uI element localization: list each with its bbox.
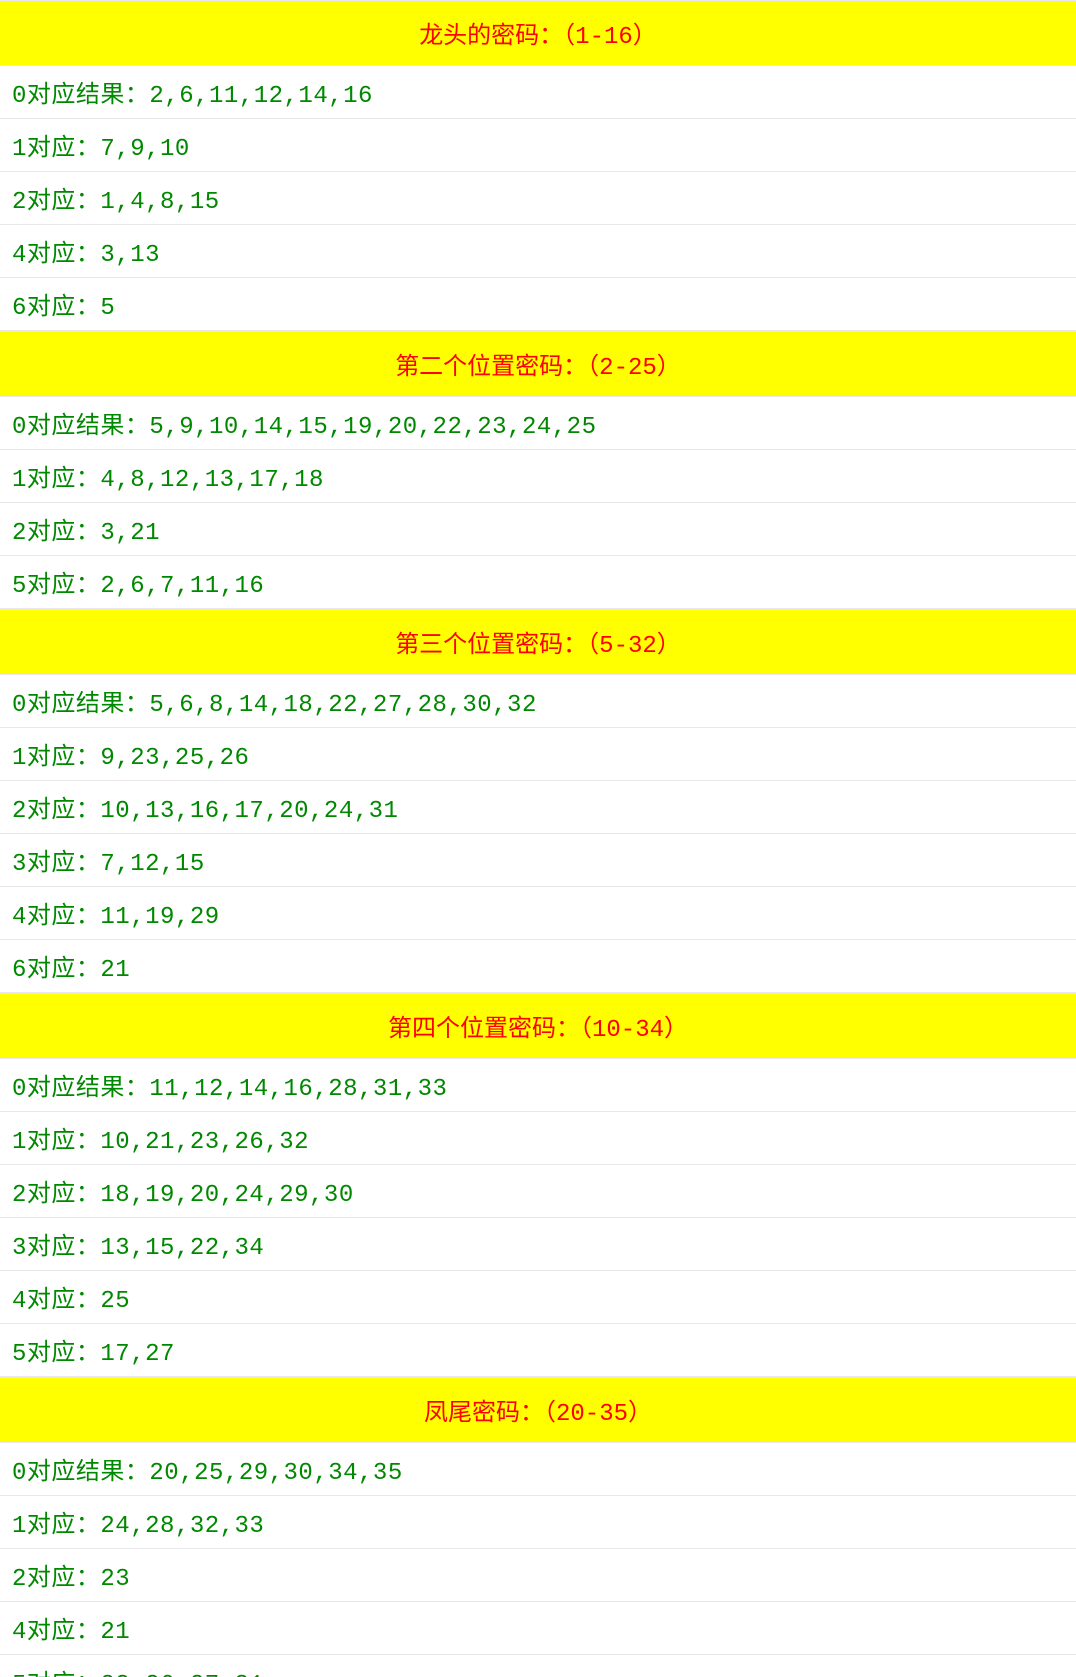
section-2: 第三个位置密码：（5-32）0对应结果：5,6,8,14,18,22,27,28…	[0, 609, 1076, 993]
data-row: 3对应：13,15,22,34	[0, 1218, 1076, 1271]
data-row: 3对应：7,12,15	[0, 834, 1076, 887]
data-row: 0对应结果：11,12,14,16,28,31,33	[0, 1059, 1076, 1112]
data-row: 4对应：11,19,29	[0, 887, 1076, 940]
data-row: 0对应结果：20,25,29,30,34,35	[0, 1443, 1076, 1496]
section-3: 第四个位置密码：（10-34）0对应结果：11,12,14,16,28,31,3…	[0, 993, 1076, 1377]
data-row: 2对应：18,19,20,24,29,30	[0, 1165, 1076, 1218]
data-row: 1对应：24,28,32,33	[0, 1496, 1076, 1549]
data-row: 4对应：25	[0, 1271, 1076, 1324]
section-header: 第二个位置密码：（2-25）	[0, 331, 1076, 397]
section-1: 第二个位置密码：（2-25）0对应结果：5,9,10,14,15,19,20,2…	[0, 331, 1076, 609]
data-row: 5对应：22,26,27,31	[0, 1655, 1076, 1677]
data-row: 2对应：3,21	[0, 503, 1076, 556]
section-header: 第四个位置密码：（10-34）	[0, 993, 1076, 1059]
data-row: 1对应：9,23,25,26	[0, 728, 1076, 781]
section-header: 第三个位置密码：（5-32）	[0, 609, 1076, 675]
data-row: 0对应结果：5,9,10,14,15,19,20,22,23,24,25	[0, 397, 1076, 450]
data-row: 6对应：21	[0, 940, 1076, 993]
data-row: 6对应：5	[0, 278, 1076, 331]
data-row: 1对应：10,21,23,26,32	[0, 1112, 1076, 1165]
data-row: 2对应：1,4,8,15	[0, 172, 1076, 225]
section-header: 龙头的密码：（1-16）	[0, 0, 1076, 66]
data-row: 1对应：4,8,12,13,17,18	[0, 450, 1076, 503]
code-table-container: 龙头的密码：（1-16）0对应结果：2,6,11,12,14,161对应：7,9…	[0, 0, 1076, 1677]
data-row: 0对应结果：5,6,8,14,18,22,27,28,30,32	[0, 675, 1076, 728]
data-row: 2对应：23	[0, 1549, 1076, 1602]
section-0: 龙头的密码：（1-16）0对应结果：2,6,11,12,14,161对应：7,9…	[0, 0, 1076, 331]
data-row: 5对应：2,6,7,11,16	[0, 556, 1076, 609]
section-header: 凤尾密码：（20-35）	[0, 1377, 1076, 1443]
data-row: 5对应：17,27	[0, 1324, 1076, 1377]
data-row: 4对应：21	[0, 1602, 1076, 1655]
data-row: 2对应：10,13,16,17,20,24,31	[0, 781, 1076, 834]
data-row: 1对应：7,9,10	[0, 119, 1076, 172]
data-row: 4对应：3,13	[0, 225, 1076, 278]
section-4: 凤尾密码：（20-35）0对应结果：20,25,29,30,34,351对应：2…	[0, 1377, 1076, 1677]
data-row: 0对应结果：2,6,11,12,14,16	[0, 66, 1076, 119]
